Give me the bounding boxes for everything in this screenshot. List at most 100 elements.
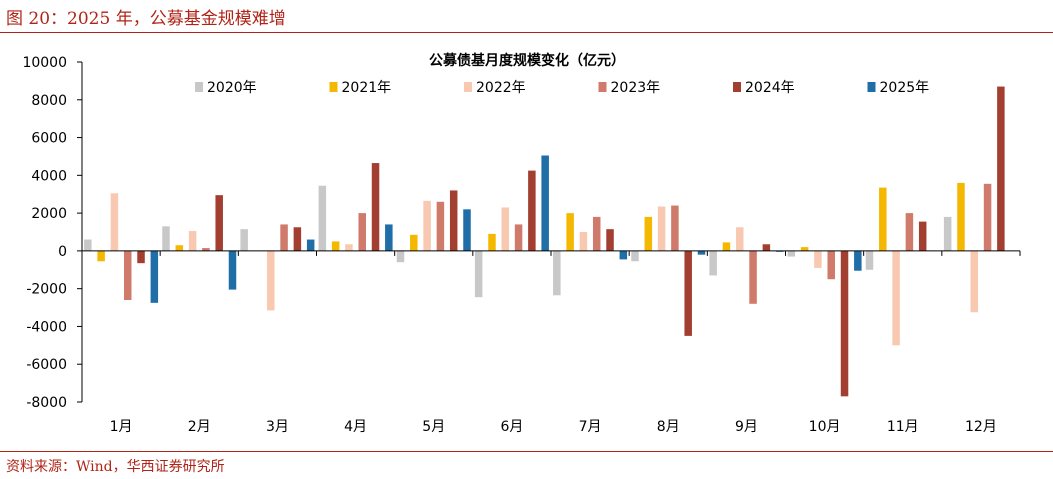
bar-2025年-6月 bbox=[541, 155, 549, 251]
bar-2021年-11月 bbox=[879, 187, 887, 251]
bar-2020年-12月 bbox=[943, 216, 952, 251]
legend-label: 2025年 bbox=[880, 80, 930, 96]
bar-2022年-6月 bbox=[501, 207, 510, 251]
x-tick-label: 7月 bbox=[579, 419, 602, 435]
bar-2020年-4月 bbox=[318, 185, 327, 251]
bar-2020年-1月 bbox=[84, 239, 92, 251]
legend-swatch bbox=[733, 82, 741, 92]
x-tick-label: 1月 bbox=[110, 419, 133, 435]
y-tick-label: 2000 bbox=[31, 206, 67, 222]
bar-2025年-8月 bbox=[697, 250, 706, 255]
bar-2021年-6月 bbox=[488, 233, 496, 251]
bar-2023年-10月 bbox=[827, 250, 835, 280]
bar-2023年-6月 bbox=[514, 224, 523, 251]
bar-2022年-8月 bbox=[657, 206, 666, 251]
y-tick-label: -2000 bbox=[26, 282, 67, 298]
bar-2023年-7月 bbox=[592, 216, 601, 251]
bar-2020年-10月 bbox=[787, 250, 796, 257]
bar-2022年-3月 bbox=[267, 250, 275, 311]
bar-2021年-1月 bbox=[97, 250, 105, 262]
legend-swatch bbox=[598, 82, 607, 92]
x-tick-label: 6月 bbox=[500, 419, 523, 435]
bar-2021年-7月 bbox=[566, 213, 574, 251]
bar-2020年-3月 bbox=[240, 229, 248, 251]
bar-2024年-5月 bbox=[449, 190, 458, 251]
bar-2025年-7月 bbox=[619, 250, 628, 260]
x-tick-label: 11月 bbox=[887, 419, 919, 435]
bar-2022年-10月 bbox=[814, 250, 822, 268]
y-tick-label: 4000 bbox=[31, 168, 67, 184]
x-tick-label: 2月 bbox=[188, 419, 211, 435]
y-tick-label: 8000 bbox=[31, 93, 67, 109]
bar-2021年-9月 bbox=[722, 242, 731, 251]
y-tick-label: 0 bbox=[58, 244, 67, 260]
bar-2025年-3月 bbox=[306, 239, 315, 251]
bar-chart: 公募债基月度规模变化（亿元） 2020年 2021年 2022年 2023年 2024年… bbox=[22, 52, 1021, 435]
bar-2024年-3月 bbox=[293, 227, 302, 251]
bar-2021年-10月 bbox=[800, 247, 809, 251]
x-tick-label: 9月 bbox=[735, 419, 758, 435]
bar-2024年-7月 bbox=[606, 229, 614, 251]
x-tick-label: 3月 bbox=[266, 419, 289, 435]
bar-2020年-8月 bbox=[631, 250, 639, 262]
bars bbox=[84, 86, 1005, 397]
x-tick-label: 4月 bbox=[344, 419, 367, 435]
y-tick-label: -8000 bbox=[26, 395, 67, 411]
figure-title: 图 20：2025 年，公募基金规模难增 bbox=[6, 9, 286, 29]
top-divider bbox=[0, 32, 1053, 33]
bar-2024年-12月 bbox=[997, 86, 1005, 251]
bar-2025年-2月 bbox=[228, 250, 237, 290]
bar-2024年-1月 bbox=[137, 250, 145, 264]
bar-2020年-7月 bbox=[553, 250, 561, 296]
legend-label: 2024年 bbox=[745, 80, 795, 96]
bar-2024年-4月 bbox=[371, 163, 380, 251]
bar-2024年-10月 bbox=[840, 250, 849, 397]
bar-2021年-12月 bbox=[957, 182, 965, 251]
legend-swatch bbox=[464, 82, 472, 92]
legend-swatch bbox=[195, 82, 203, 92]
bar-2023年-4月 bbox=[358, 213, 366, 251]
x-tick-label: 10月 bbox=[809, 419, 841, 435]
bar-2021年-5月 bbox=[410, 234, 418, 251]
x-tick-label: 5月 bbox=[422, 419, 445, 435]
x-tick-label: 12月 bbox=[965, 419, 997, 435]
bar-2020年-5月 bbox=[396, 250, 405, 263]
legend-label: 2022年 bbox=[476, 80, 526, 96]
bar-2023年-5月 bbox=[436, 201, 445, 251]
y-tick-label: 6000 bbox=[31, 131, 67, 147]
bar-2024年-6月 bbox=[528, 170, 536, 251]
y-tick-label: -4000 bbox=[26, 319, 67, 335]
x-axis: 1月 2月 3月 4月 5月 6月 7月 8月 9月 10月 11月 12月 bbox=[81, 250, 1021, 435]
bar-2025年-1月 bbox=[150, 250, 159, 303]
bottom-divider bbox=[0, 451, 1053, 452]
legend: 2020年 2021年 2022年 2023年 2024年 2025年 bbox=[195, 80, 929, 96]
bar-2023年-12月 bbox=[983, 183, 992, 251]
bar-2024年-8月 bbox=[684, 250, 692, 336]
bar-2024年-11月 bbox=[918, 221, 927, 251]
y-tick-label: -6000 bbox=[26, 357, 67, 373]
bar-2023年-3月 bbox=[280, 224, 288, 251]
legend-swatch bbox=[329, 82, 338, 92]
bar-2025年-10月 bbox=[854, 250, 862, 271]
bar-2024年-9月 bbox=[762, 244, 771, 251]
bar-2022年-1月 bbox=[110, 193, 119, 251]
x-tick-label: 8月 bbox=[657, 419, 680, 435]
bar-2025年-5月 bbox=[463, 209, 471, 251]
bar-2021年-4月 bbox=[331, 241, 340, 251]
bar-2020年-11月 bbox=[865, 250, 874, 270]
bar-2021年-2月 bbox=[175, 245, 184, 251]
bar-2025年-4月 bbox=[385, 224, 393, 251]
bar-2021年-8月 bbox=[644, 216, 653, 251]
bar-2020年-9月 bbox=[709, 250, 717, 276]
bar-2022年-12月 bbox=[970, 250, 979, 313]
bar-2020年-6月 bbox=[474, 250, 483, 298]
y-axis: -8000 -6000 -4000 -2000 0 2000 4000 6000 8000 100… bbox=[22, 55, 83, 411]
bar-2023年-1月 bbox=[123, 250, 132, 300]
bar-2020年-2月 bbox=[162, 226, 170, 251]
bar-2022年-7月 bbox=[579, 232, 588, 251]
bar-2022年-5月 bbox=[423, 200, 431, 251]
bar-2023年-9月 bbox=[749, 250, 757, 304]
bar-2024年-2月 bbox=[215, 195, 223, 251]
legend-label: 2021年 bbox=[342, 80, 392, 96]
bar-2022年-11月 bbox=[892, 250, 900, 346]
